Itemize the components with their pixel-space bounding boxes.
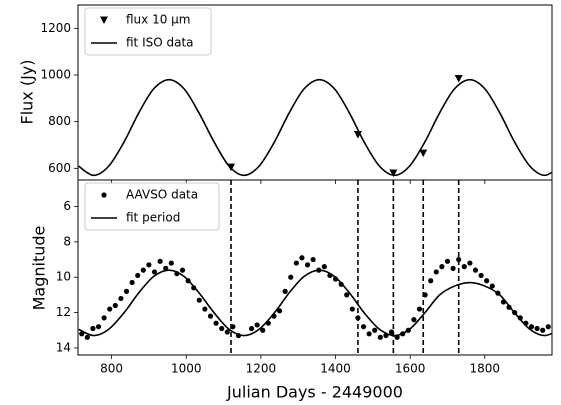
data-point	[202, 306, 208, 312]
y-tick-label: 10	[56, 270, 71, 284]
data-point	[146, 262, 152, 268]
data-point	[101, 315, 107, 321]
x-tick-label: 1800	[470, 362, 501, 376]
legend-label: flux 10 μm	[126, 13, 191, 27]
plot-area	[78, 75, 552, 177]
data-point	[467, 260, 473, 266]
data-point	[107, 306, 113, 312]
data-point	[321, 264, 327, 270]
data-point	[230, 324, 236, 330]
data-point	[478, 272, 484, 279]
fit-line	[78, 78, 552, 177]
axes-frame	[77, 179, 553, 356]
data-point	[450, 265, 456, 271]
data-point	[129, 279, 135, 286]
x-tick-label: 1200	[246, 362, 277, 376]
data-point	[411, 317, 417, 323]
data-point	[135, 272, 141, 279]
data-point	[344, 292, 350, 298]
y-tick-label: 6	[63, 199, 71, 213]
data-point	[276, 308, 283, 314]
data-point	[388, 329, 395, 335]
legend-marker	[100, 16, 108, 24]
data-point	[288, 274, 294, 280]
data-point	[112, 302, 118, 309]
data-point	[484, 278, 490, 284]
x-tick-label: 1400	[320, 362, 351, 376]
y-tick-label: 1200	[40, 21, 71, 35]
data-point	[196, 297, 202, 303]
data-point	[472, 267, 479, 273]
plot-area	[78, 180, 552, 355]
data-point	[282, 288, 288, 294]
data-point	[157, 258, 163, 264]
data-point	[366, 331, 372, 337]
data-point	[254, 322, 260, 328]
data-point	[304, 262, 311, 268]
y-axis-label: Magnitude	[30, 226, 49, 311]
data-point	[456, 256, 462, 263]
legend-label: fit ISO data	[126, 36, 194, 50]
data-point	[299, 255, 305, 261]
data-point	[95, 324, 102, 330]
y-tick-label: 14	[56, 340, 71, 354]
data-point	[213, 320, 219, 326]
data-point	[293, 260, 299, 266]
data-point	[428, 278, 434, 284]
data-point	[224, 329, 230, 335]
data-point	[372, 327, 378, 333]
y-tick-label: 8	[63, 234, 71, 248]
data-point	[540, 327, 546, 333]
y-tick-label: 12	[56, 305, 71, 319]
data-point	[260, 327, 266, 333]
x-axis-label: Julian Days - 2449000	[226, 383, 403, 402]
y-tick-label: 600	[48, 161, 71, 175]
data-point	[377, 334, 383, 340]
data-point	[489, 283, 495, 289]
data-point	[207, 313, 214, 319]
data-point	[545, 324, 551, 330]
data-point	[168, 260, 174, 266]
x-tick-label: 800	[100, 362, 123, 376]
x-tick-label: 1600	[395, 362, 426, 376]
fit-line	[78, 269, 552, 337]
data-point	[248, 325, 255, 332]
data-point	[416, 306, 423, 312]
data-point	[419, 149, 428, 158]
data-point	[151, 269, 158, 275]
legend-marker	[101, 192, 107, 198]
data-point	[140, 267, 146, 273]
data-point	[433, 269, 439, 275]
x-tick-label: 1000	[171, 362, 202, 376]
data-point	[439, 264, 445, 270]
data-point	[528, 324, 535, 330]
data-point	[123, 288, 130, 294]
data-point	[84, 334, 90, 340]
data-point	[219, 325, 225, 332]
data-point	[310, 256, 316, 263]
data-point	[90, 325, 96, 332]
legend-box	[84, 182, 220, 231]
data-point	[422, 292, 428, 298]
data-point	[444, 258, 451, 264]
y-tick-label: 800	[48, 114, 71, 128]
y-axis-label: Flux (Jy)	[18, 59, 37, 124]
legend-label: AAVSO data	[126, 188, 198, 202]
data-point	[454, 75, 463, 83]
y-tick-label: 1000	[40, 68, 71, 82]
data-point	[461, 264, 467, 270]
legend-label: fit period	[126, 211, 180, 225]
data-point	[389, 169, 398, 177]
data-point	[360, 324, 367, 330]
data-point	[179, 267, 186, 273]
data-point	[355, 315, 361, 321]
data-point	[118, 295, 124, 302]
data-point	[534, 325, 540, 332]
data-point	[349, 306, 355, 312]
